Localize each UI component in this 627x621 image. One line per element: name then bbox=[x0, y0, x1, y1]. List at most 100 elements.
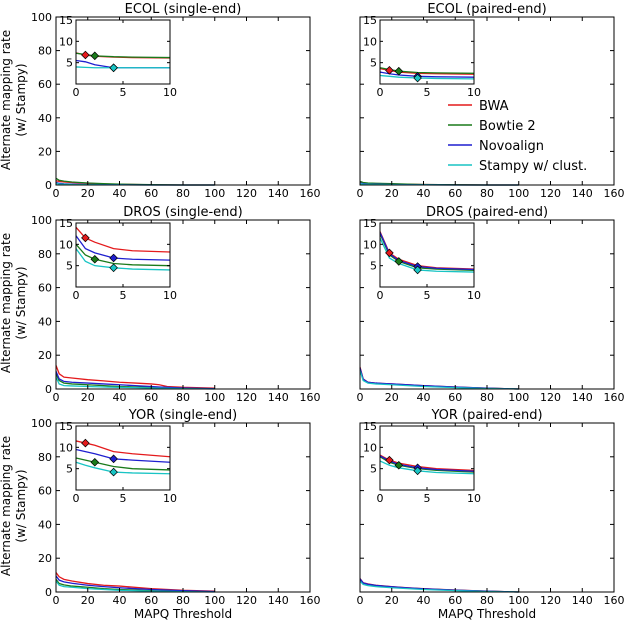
x-tick-label: 40 bbox=[417, 391, 431, 404]
inset-y-tick-label: 15 bbox=[59, 420, 73, 433]
inset-x-tick-label: 10 bbox=[163, 492, 177, 505]
threshold-marker-novoalign bbox=[109, 454, 118, 464]
inset-x-tick-label: 5 bbox=[120, 86, 127, 99]
series-line-stampy-w-clust- bbox=[359, 370, 519, 390]
ylabel-line2: (w/ Stampy) bbox=[14, 63, 28, 136]
inset-yor-single: 0 5 10 5 10 15 bbox=[59, 420, 177, 505]
x-tick-label: 100 bbox=[508, 594, 529, 607]
inset-y-tick-label: 15 bbox=[363, 420, 377, 433]
x-tick-label: 140 bbox=[572, 594, 593, 607]
x-tick-label: 0 bbox=[53, 187, 60, 200]
y-tick-label: 80 bbox=[38, 451, 52, 464]
inset-ecol-paired: 0 5 10 5 10 15 bbox=[363, 14, 481, 99]
threshold-marker-bowtie-2 bbox=[90, 457, 100, 467]
inset-y-tick-label: 10 bbox=[59, 441, 73, 454]
x-tick-label: 140 bbox=[572, 391, 593, 404]
inset-x-tick-label: 5 bbox=[120, 492, 127, 505]
y-tick-label: 20 bbox=[38, 145, 52, 158]
threshold-marker-stampy-w-clust- bbox=[413, 73, 422, 83]
x-tick-label: 60 bbox=[448, 594, 462, 607]
inset-y-tick-label: 15 bbox=[59, 217, 73, 230]
threshold-marker-bwa bbox=[81, 50, 90, 60]
panel-title: DROS (single-end) bbox=[123, 205, 242, 220]
panel-yor-single: YOR (single-end)0 20 40 60 80 100 120 140 160020… bbox=[31, 408, 321, 607]
xlabel-left: MAPQ Threshold bbox=[134, 607, 232, 621]
series-line-novoalign bbox=[359, 367, 519, 390]
series-line-bwa bbox=[55, 365, 215, 389]
inset-series-line-stampy-w-clust- bbox=[75, 248, 171, 271]
series-line-novoalign bbox=[55, 371, 215, 390]
inset-x-tick-label: 5 bbox=[424, 86, 431, 99]
inset-x-tick-label: 0 bbox=[73, 289, 80, 302]
x-tick-label: 60 bbox=[144, 594, 158, 607]
inset-x-tick-label: 5 bbox=[424, 492, 431, 505]
threshold-marker-bowtie-2 bbox=[394, 460, 404, 470]
x-tick-label: 40 bbox=[113, 187, 127, 200]
x-tick-label: 100 bbox=[508, 391, 529, 404]
panel-yor-paired: YOR (paired-end) 0 20 40 60 80 100 120 140 160 0 5 1… bbox=[357, 408, 625, 607]
x-tick-label: 140 bbox=[572, 187, 593, 200]
threshold-marker-stampy-w-clust- bbox=[109, 63, 118, 73]
inset-x-tick-label: 10 bbox=[467, 86, 481, 99]
inset-y-tick-label: 10 bbox=[59, 238, 73, 251]
inset-series-line-stampy-w-clust- bbox=[379, 74, 475, 80]
inset-y-tick-label: 10 bbox=[363, 441, 377, 454]
y-tick-label: 60 bbox=[38, 485, 52, 498]
x-tick-label: 60 bbox=[448, 391, 462, 404]
threshold-marker-bwa bbox=[385, 455, 394, 465]
inset-x-tick-label: 0 bbox=[73, 86, 80, 99]
panel-title: DROS (paired-end) bbox=[426, 205, 548, 220]
x-tick-label: 120 bbox=[236, 594, 257, 607]
y-tick-label: 40 bbox=[38, 315, 52, 328]
threshold-marker-stampy-w-clust- bbox=[413, 466, 422, 476]
inset-dros-paired: 0 5 10 5 10 15 bbox=[363, 217, 481, 302]
inset-series-line-stampy-w-clust- bbox=[379, 460, 475, 475]
inset-x-tick-label: 0 bbox=[73, 492, 80, 505]
x-tick-label: 80 bbox=[480, 391, 494, 404]
x-tick-label: 140 bbox=[268, 391, 289, 404]
x-tick-label: 0 bbox=[53, 391, 60, 404]
x-tick-label: 140 bbox=[268, 187, 289, 200]
threshold-marker-stampy-w-clust- bbox=[413, 265, 422, 275]
inset-series-line-bowtie-2 bbox=[75, 243, 171, 267]
inset-y-tick-label: 10 bbox=[363, 35, 377, 48]
threshold-marker-bowtie-2 bbox=[394, 66, 404, 76]
legend-label: Novoalign bbox=[479, 139, 544, 154]
threshold-marker-bwa bbox=[81, 233, 90, 243]
threshold-marker-bowtie-2 bbox=[394, 257, 404, 266]
ylabel-row-3: Alternate mapping rate (w/ Stampy) bbox=[0, 436, 28, 576]
inset-x-tick-label: 10 bbox=[163, 86, 177, 99]
inset-y-tick-label: 5 bbox=[66, 57, 73, 70]
inset-y-tick-label: 5 bbox=[370, 260, 377, 273]
x-tick-label: 120 bbox=[540, 187, 561, 200]
inset-background bbox=[76, 223, 170, 287]
inset-x-tick-label: 10 bbox=[163, 289, 177, 302]
y-tick-label: 20 bbox=[38, 552, 52, 565]
panel-title: YOR (single-end) bbox=[128, 408, 237, 423]
inset-x-tick-label: 5 bbox=[120, 289, 127, 302]
series-line-stampy-w-clust- bbox=[55, 580, 215, 593]
x-tick-label: 0 bbox=[357, 391, 364, 404]
x-tick-label: 80 bbox=[176, 594, 190, 607]
x-tick-label: 20 bbox=[81, 187, 95, 200]
inset-y-tick-label: 15 bbox=[363, 14, 377, 27]
threshold-marker-bwa bbox=[385, 248, 394, 258]
panel-dros-single: DROS (single-end)0 20 40 60 80 100 120 140 16002… bbox=[31, 205, 321, 404]
x-tick-label: 60 bbox=[144, 391, 158, 404]
inset-y-tick-label: 15 bbox=[59, 14, 73, 27]
legend-label: Bowtie 2 bbox=[479, 119, 536, 134]
y-tick-label: 100 bbox=[31, 417, 52, 430]
inset-y-tick-label: 15 bbox=[363, 217, 377, 230]
x-tick-label: 80 bbox=[480, 187, 494, 200]
x-tick-label: 100 bbox=[204, 594, 225, 607]
x-tick-label: 40 bbox=[113, 594, 127, 607]
panel-ecol-paired: ECOL (paired-end) 0 20 40 60 80 100 120 140 160 0 5… bbox=[357, 2, 625, 200]
inset-x-tick-label: 0 bbox=[377, 86, 384, 99]
y-tick-label: 40 bbox=[38, 112, 52, 125]
threshold-marker-novoalign bbox=[109, 253, 118, 263]
x-tick-label: 160 bbox=[300, 594, 321, 607]
inset-y-tick-label: 5 bbox=[66, 260, 73, 273]
y-tick-label: 20 bbox=[38, 349, 52, 362]
x-tick-label: 20 bbox=[81, 594, 95, 607]
